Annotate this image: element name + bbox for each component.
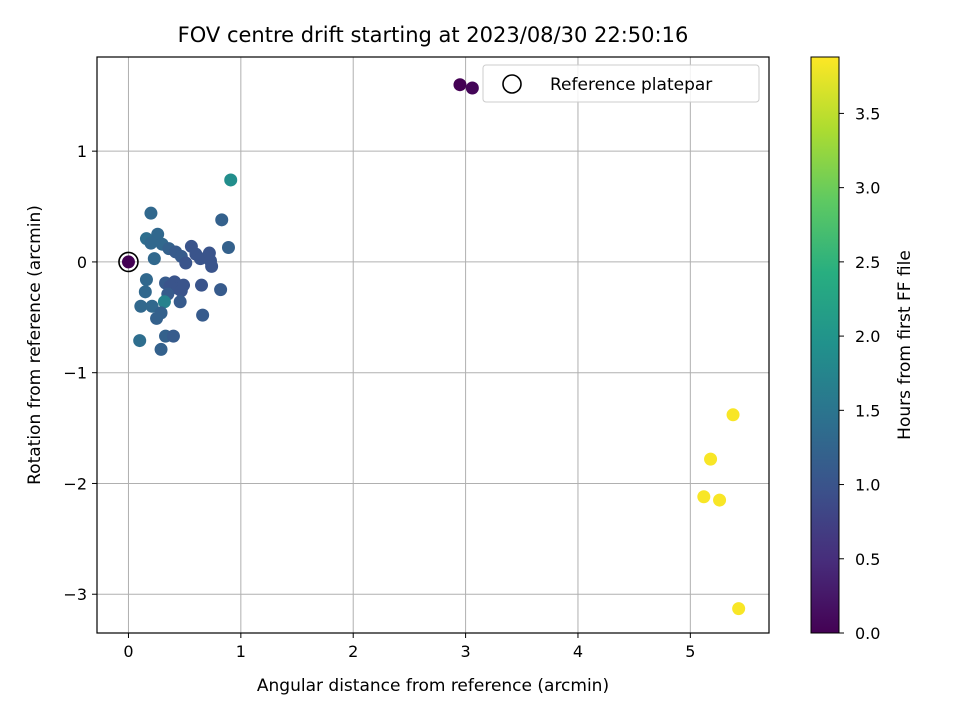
data-point xyxy=(173,295,187,309)
data-point xyxy=(195,278,209,292)
x-tick-label: 5 xyxy=(685,642,695,661)
data-point xyxy=(121,255,135,269)
x-axis-label: Angular distance from reference (arcmin) xyxy=(257,676,609,696)
colorbar-ticks: 0.0 0.5 1.0 1.5 2.0 2.5 3.0 3.5 xyxy=(839,104,880,643)
data-point xyxy=(732,602,746,616)
data-points xyxy=(121,78,746,616)
legend: Reference platepar xyxy=(482,64,760,103)
data-point xyxy=(224,173,238,187)
data-point xyxy=(465,81,479,95)
x-tick-label: 2 xyxy=(348,642,358,661)
reference-marker xyxy=(118,251,139,273)
data-point xyxy=(697,490,711,504)
legend-marker-icon xyxy=(502,74,522,94)
colorbar-tick-label: 3.0 xyxy=(855,179,880,198)
data-point xyxy=(134,299,148,313)
plot-frame xyxy=(96,56,770,634)
colorbar-tick-label: 1.5 xyxy=(855,401,880,420)
colorbar xyxy=(810,56,840,634)
y-axis-label: Rotation from reference (arcmin) xyxy=(25,205,45,485)
data-point xyxy=(144,206,158,220)
data-point xyxy=(154,342,168,356)
data-point xyxy=(453,78,467,92)
colorbar-tick-label: 1.0 xyxy=(855,476,880,495)
y-tick-label: −2 xyxy=(63,474,87,493)
y-tick-label: 0 xyxy=(77,253,87,272)
x-tick-label: 3 xyxy=(460,642,470,661)
reference-marker-group xyxy=(118,251,139,273)
colorbar-tick-label: 0.0 xyxy=(855,624,880,643)
data-point xyxy=(214,283,228,297)
data-point xyxy=(144,236,158,250)
data-point xyxy=(133,334,147,348)
y-axis-ticks: 1 0 −1 −2 −3 xyxy=(63,142,97,604)
data-point xyxy=(704,452,718,466)
data-point xyxy=(713,493,727,507)
x-tick-label: 1 xyxy=(236,642,246,661)
data-point xyxy=(157,295,171,309)
y-tick-label: 1 xyxy=(77,142,87,161)
colorbar-tick-label: 2.5 xyxy=(855,253,880,272)
data-point xyxy=(139,273,153,287)
data-point xyxy=(147,252,161,266)
data-point xyxy=(145,299,159,313)
data-point xyxy=(166,329,180,343)
data-point xyxy=(221,241,235,255)
data-point xyxy=(196,308,210,322)
y-tick-label: −1 xyxy=(63,364,87,383)
chart-title: FOV centre drift starting at 2023/08/30 … xyxy=(178,23,689,47)
colorbar-tick-label: 0.5 xyxy=(855,550,880,569)
data-point xyxy=(174,284,188,298)
data-point xyxy=(150,311,164,325)
data-point xyxy=(151,227,165,241)
data-point xyxy=(138,285,152,299)
x-tick-label: 0 xyxy=(123,642,133,661)
legend-entry: Reference platepar xyxy=(550,75,712,95)
data-point xyxy=(215,213,229,227)
colorbar-tick-label: 2.0 xyxy=(855,327,880,346)
data-point xyxy=(179,256,193,270)
x-tick-label: 4 xyxy=(573,642,583,661)
data-point xyxy=(205,259,219,273)
legend-box xyxy=(482,64,760,103)
data-point xyxy=(726,408,740,422)
x-axis-ticks: 0 1 2 3 4 5 xyxy=(123,633,695,661)
y-tick-label: −3 xyxy=(63,585,87,604)
colorbar-label: Hours from first FF file xyxy=(895,250,915,440)
colorbar-tick-label: 3.5 xyxy=(855,104,880,123)
